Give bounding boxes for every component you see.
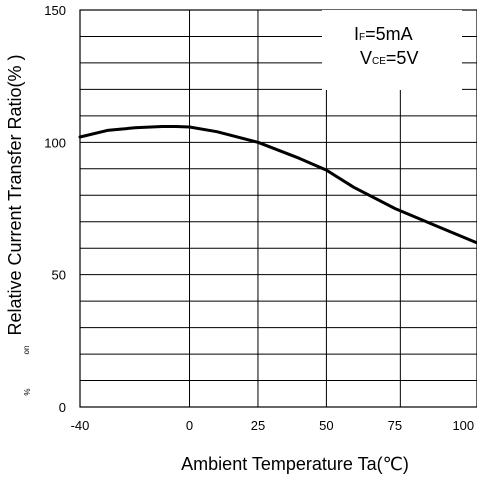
- annotation-vce-sub: CE: [372, 56, 386, 67]
- annotation-if: IF=5mA: [354, 24, 413, 44]
- plot-frame: [79, 9, 477, 408]
- x-tick-label: 75: [388, 418, 402, 433]
- x-tick-label: 0: [186, 418, 193, 433]
- x-axis-title: Ambient Temperature Ta(℃): [181, 454, 409, 474]
- annotation-vce: VCE=5V: [360, 48, 418, 68]
- annotation-background: [322, 10, 462, 90]
- x-tick-label: -40: [71, 418, 90, 433]
- y-tick-label: 0: [59, 400, 66, 415]
- condition-annotation: IF=5mA VCE=5V: [354, 24, 418, 68]
- series-line: [78, 125, 477, 245]
- y-tick-label: 50: [52, 268, 66, 283]
- annotation-if-main: I: [354, 24, 359, 44]
- annotation-vce-main: V: [360, 48, 372, 68]
- stray-label-on: on: [22, 346, 31, 355]
- x-tick-labels: -40 0 25 50 75 100: [71, 418, 475, 433]
- x-tick-label: 50: [319, 418, 333, 433]
- series-lines: [78, 125, 477, 245]
- annotation-if-sub: F: [359, 32, 365, 43]
- stray-label-percent: %: [23, 388, 32, 395]
- y-tick-label: 100: [44, 135, 66, 150]
- y-axis-title: Relative Current Transfer Ratio(% ): [5, 54, 25, 335]
- annotation-vce-value: =5V: [386, 48, 419, 68]
- annotation-if-value: =5mA: [365, 24, 413, 44]
- y-tick-label: 150: [44, 3, 66, 18]
- y-tick-labels: 0 50 100 150: [44, 3, 66, 415]
- x-tick-label: 100: [452, 418, 474, 433]
- x-tick-label: 25: [251, 418, 265, 433]
